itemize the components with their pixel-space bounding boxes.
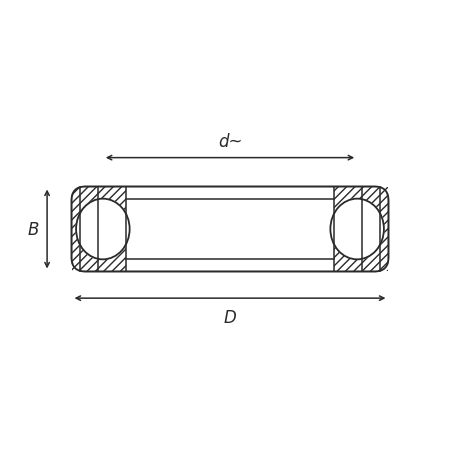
Bar (333, 187, 387, 272)
Ellipse shape (76, 199, 129, 260)
Text: B: B (28, 220, 39, 239)
Text: D: D (223, 308, 236, 326)
Text: d~: d~ (218, 132, 241, 150)
Bar (126, 187, 333, 272)
Bar (72, 187, 126, 272)
FancyBboxPatch shape (72, 187, 387, 272)
Ellipse shape (330, 199, 383, 260)
